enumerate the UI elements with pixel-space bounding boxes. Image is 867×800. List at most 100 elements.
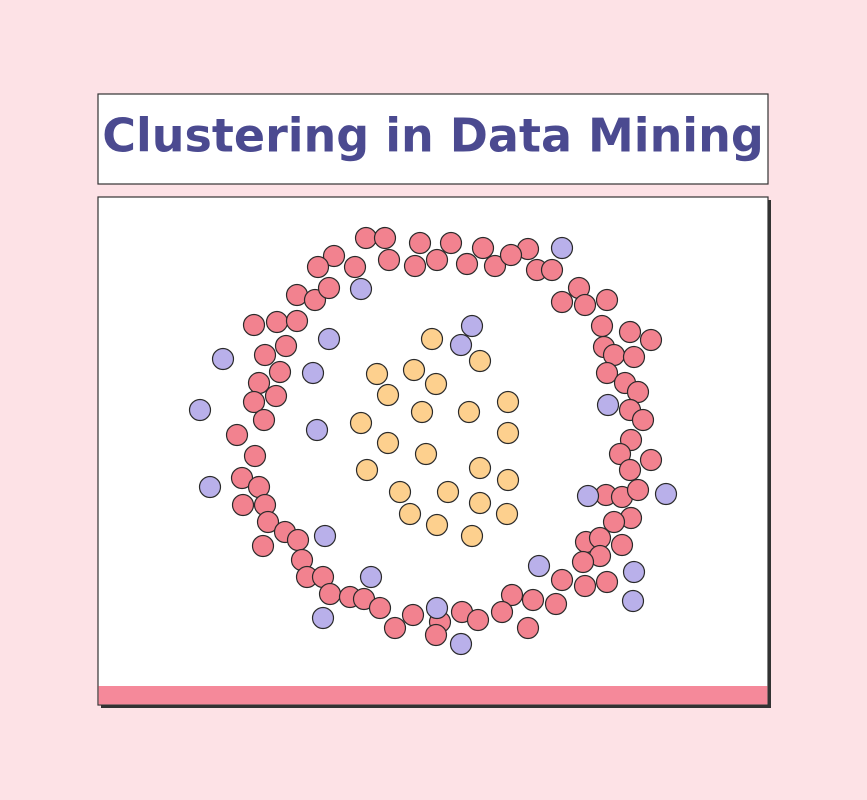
core-point: [398, 502, 422, 526]
ring-point: [274, 334, 298, 358]
core-point: [420, 327, 444, 351]
ring-point: [639, 328, 663, 352]
ring-point: [252, 408, 276, 432]
core-point: [365, 362, 389, 386]
core-point: [402, 358, 426, 382]
ring-point: [256, 510, 280, 534]
ring-point: [368, 596, 392, 620]
core-point: [376, 383, 400, 407]
noise-point: [460, 314, 484, 338]
noise-point: [527, 554, 551, 578]
ring-point: [499, 243, 523, 267]
core-point: [425, 513, 449, 537]
ring-point: [540, 258, 564, 282]
core-point: [349, 411, 373, 435]
ring-point: [354, 226, 378, 250]
ring-point: [602, 510, 626, 534]
core-point: [468, 349, 492, 373]
ring-point: [466, 608, 490, 632]
ring-point: [408, 231, 432, 255]
ring-point: [401, 603, 425, 627]
ring-point: [247, 371, 271, 395]
noise-point: [654, 482, 678, 506]
core-point: [496, 421, 520, 445]
ring-point: [230, 466, 254, 490]
core-point: [414, 442, 438, 466]
ring-point: [231, 493, 255, 517]
ring-point: [322, 244, 346, 268]
ring-point: [544, 592, 568, 616]
core-point: [468, 491, 492, 515]
core-point: [388, 480, 412, 504]
core-point: [410, 400, 434, 424]
ring-point: [550, 290, 574, 314]
ring-point: [225, 423, 249, 447]
ring-point: [521, 588, 545, 612]
ring-point: [550, 568, 574, 592]
ring-point: [264, 384, 288, 408]
ring-point: [595, 361, 619, 385]
core-point: [424, 372, 448, 396]
noise-point: [349, 277, 373, 301]
ring-point: [573, 293, 597, 317]
noise-point: [198, 475, 222, 499]
core-point: [436, 480, 460, 504]
ring-point: [626, 478, 650, 502]
ring-point: [403, 254, 427, 278]
noise-point: [211, 347, 235, 371]
ring-point: [242, 390, 266, 414]
noise-point: [317, 327, 341, 351]
ring-point: [242, 313, 266, 337]
clusters: [188, 226, 678, 656]
noise-point: [550, 236, 574, 260]
ring-point: [424, 623, 448, 647]
noise-point: [425, 596, 449, 620]
noise-point: [188, 398, 212, 422]
ring-point: [516, 616, 540, 640]
panel-bar: [98, 686, 768, 705]
ring-point: [622, 345, 646, 369]
core-point: [460, 524, 484, 548]
core-point: [457, 400, 481, 424]
core-point: [355, 458, 379, 482]
ring-point: [253, 343, 277, 367]
ring-point: [618, 320, 642, 344]
ring-point: [343, 255, 367, 279]
noise-point: [311, 606, 335, 630]
noise-point: [449, 632, 473, 656]
noise-point: [313, 524, 337, 548]
noise-point: [596, 393, 620, 417]
ring-point: [590, 314, 614, 338]
title: Clustering in Data Mining: [102, 109, 764, 163]
noise-point: [622, 560, 646, 584]
ring-point: [608, 442, 632, 466]
ring-point: [471, 236, 495, 260]
noise-point: [305, 418, 329, 442]
ring-point: [268, 360, 292, 384]
ring-point: [286, 528, 310, 552]
ring-point: [373, 226, 397, 250]
ring-point: [595, 288, 619, 312]
ring-point: [455, 252, 479, 276]
ring-point: [639, 448, 663, 472]
ring-point: [483, 254, 507, 278]
noise-point: [576, 484, 600, 508]
ring-point: [631, 408, 655, 432]
ring-point: [490, 600, 514, 624]
title-box: [97, 93, 769, 185]
ring-point: [318, 582, 342, 606]
noise-point: [359, 565, 383, 589]
ring-point: [251, 534, 275, 558]
ring-point: [595, 570, 619, 594]
ring-point: [610, 533, 634, 557]
ring-point: [377, 248, 401, 272]
ring-point: [317, 276, 341, 300]
ring-point: [439, 231, 463, 255]
core-point: [376, 431, 400, 455]
ring-point: [500, 583, 524, 607]
ring-point: [306, 255, 330, 279]
core-point: [496, 468, 520, 492]
ring-point: [425, 248, 449, 272]
